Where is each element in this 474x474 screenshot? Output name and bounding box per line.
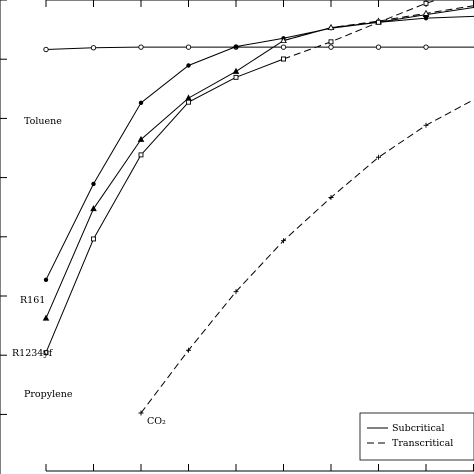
r161-point <box>138 100 144 105</box>
toluene-point <box>375 44 382 50</box>
r1234yf-solid-line <box>45 6 474 319</box>
co-point <box>376 154 381 160</box>
legend: Subcritical Transcritical <box>359 412 474 461</box>
propylene-point <box>91 236 96 242</box>
co-point <box>186 347 191 353</box>
toluene-point <box>280 44 287 50</box>
toluene-solid-line <box>45 46 474 50</box>
r161-point <box>43 277 49 282</box>
series-label-toluene: Toluene <box>24 116 62 127</box>
co-point <box>138 410 144 416</box>
propylene-point <box>423 0 429 6</box>
marker-layer <box>42 0 430 416</box>
toluene-point <box>423 44 429 50</box>
r1234yf-point <box>185 94 192 101</box>
co-point <box>233 289 239 295</box>
legend-transcritical-label: Transcritical <box>392 438 453 449</box>
series-label-r161: R161 <box>20 295 45 306</box>
legend-subcritical-label: Subcritical <box>392 423 445 434</box>
r1234yf-point <box>327 23 335 31</box>
propylene-solid-line <box>45 58 284 353</box>
r161-point <box>233 44 239 49</box>
toluene-point <box>138 44 144 50</box>
series-label-co: CO₂ <box>147 416 166 427</box>
co-point <box>423 122 429 128</box>
toluene-point <box>328 44 334 50</box>
propylene-point <box>233 74 239 80</box>
series-label-r1234yf: R1234yf <box>12 348 54 359</box>
r1234yf-point <box>422 9 430 16</box>
r1234yf-point <box>137 135 145 142</box>
r161-point <box>91 181 96 187</box>
propylene-point <box>186 99 191 105</box>
co-point <box>281 238 286 244</box>
co-point <box>328 195 334 201</box>
r1234yf-point <box>232 67 240 74</box>
toluene-point <box>90 45 97 51</box>
propylene-point <box>328 39 334 45</box>
propylene-dashed-line <box>283 0 439 60</box>
series-labels: Toluene R161 R1234yf Propylene CO₂ <box>12 116 166 427</box>
legend-box <box>359 412 474 461</box>
r161-point <box>186 63 191 68</box>
co-dashed-line <box>140 98 474 414</box>
propylene-point <box>138 152 144 158</box>
r1234yf-point <box>90 205 97 212</box>
r161-solid-line <box>45 15 474 281</box>
r1234yf-point <box>280 36 287 44</box>
series-label-propylene: Propylene <box>24 389 73 400</box>
toluene-point <box>43 46 49 53</box>
propylene-point <box>281 56 286 62</box>
r1234yf-point <box>42 314 50 321</box>
r1234yf-dashed-line <box>283 5 474 42</box>
toluene-point <box>185 44 192 50</box>
propylene-point <box>376 19 381 25</box>
propylene-point <box>43 350 49 356</box>
x-ticks <box>45 0 474 471</box>
series-layer <box>45 0 474 414</box>
y-ticks <box>0 0 7 415</box>
r161-point <box>423 15 429 21</box>
